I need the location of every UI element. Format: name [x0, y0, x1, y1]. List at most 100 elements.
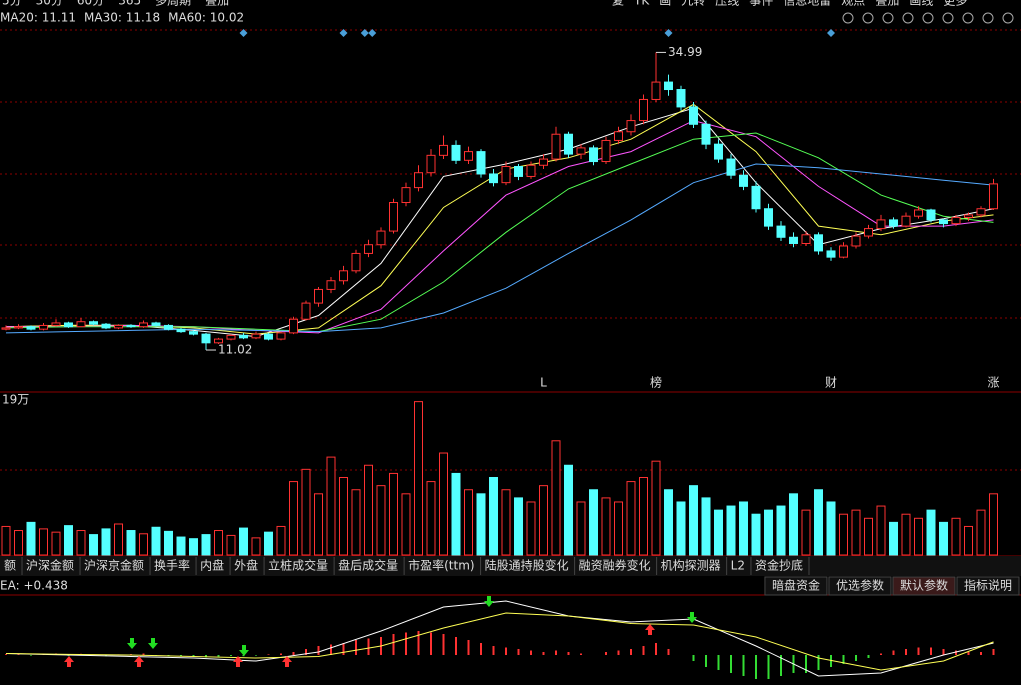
toolbar-item[interactable]: 60分 — [77, 0, 104, 8]
toolbar-item[interactable]: TK — [633, 0, 650, 8]
volume-bar — [276, 525, 286, 556]
volume-bar — [801, 509, 811, 556]
tab[interactable]: 立桩成交量 — [268, 558, 328, 573]
tool-icon[interactable] — [922, 12, 934, 24]
button-frame[interactable] — [956, 576, 1020, 596]
tool-icon[interactable] — [1002, 12, 1014, 24]
volume-bar — [864, 517, 873, 556]
tab[interactable]: 沪深京金额 — [84, 558, 144, 573]
tool-icon[interactable] — [902, 12, 914, 24]
candle-body — [889, 219, 898, 227]
tool-icon[interactable] — [962, 12, 974, 24]
indicator-button[interactable]: 优选参数 — [836, 578, 884, 593]
tab[interactable]: 额 — [4, 559, 16, 573]
toolbar-item[interactable]: 画线 — [909, 0, 933, 8]
tab[interactable]: 融资融券变化 — [579, 558, 651, 573]
candle-body — [964, 214, 973, 218]
tool-icon[interactable] — [942, 12, 954, 24]
plot: MA20: 11.11 MA30: 11.18 MA60: 10.02 L 榜 财 涨 34.… — [0, 11, 1000, 679]
volume-bar — [351, 489, 361, 556]
indicator-button[interactable]: 指标说明 — [964, 578, 1012, 593]
volume-bar — [89, 534, 98, 556]
volume-bar — [76, 530, 86, 556]
candle-body — [476, 151, 486, 175]
candle-body — [989, 183, 998, 210]
candle-body — [526, 164, 536, 177]
candle-body — [451, 144, 461, 161]
candle-body — [51, 322, 61, 326]
macd-line — [5, 612, 994, 671]
tool-icon[interactable] — [842, 12, 854, 24]
tab[interactable]: L2 — [731, 559, 745, 573]
volume-bar — [501, 489, 511, 556]
tab[interactable]: 盘后成交量 — [338, 558, 398, 573]
volume-bar — [851, 509, 861, 556]
toolbar-item[interactable]: 信息地雷 — [783, 0, 831, 8]
tab[interactable]: 换手率 — [154, 558, 190, 573]
high-label: 34.99 — [668, 45, 702, 59]
legend-entry: MA60: 10.02 — [168, 11, 244, 25]
toolbar-item[interactable]: 九转 — [681, 0, 705, 8]
volume-bar — [714, 509, 723, 556]
candle-body — [789, 236, 798, 244]
tool-icon[interactable] — [882, 12, 894, 24]
volume-bar — [414, 401, 423, 556]
toolbar-item[interactable]: 事件 — [749, 0, 773, 8]
candle-body — [339, 270, 348, 282]
button-frame[interactable] — [764, 576, 828, 596]
candle-body — [264, 333, 273, 340]
volume-bar — [451, 472, 461, 556]
tool-icon[interactable] — [862, 12, 874, 24]
toolbar-item[interactable]: 压线 — [715, 0, 739, 8]
tabs: 额沪深金额 沪深京金额 换手率 内盘 外盘 立桩成交量 盘后成交量 市盈率(ttm) 陆股通持股… — [4, 557, 810, 575]
candle-body — [389, 202, 398, 232]
toolbar-item[interactable]: 多周期 — [155, 0, 191, 8]
candle-body — [576, 147, 586, 155]
volume-bar — [226, 534, 236, 556]
toolbar-item[interactable]: 画 — [659, 0, 671, 8]
event-marker — [368, 29, 377, 37]
tab[interactable]: 陆股通持股变化 — [485, 558, 569, 573]
button-frame[interactable] — [828, 576, 892, 596]
volume-bar — [751, 513, 761, 556]
sell-arrow — [487, 596, 491, 601]
toolbar-item[interactable]: 叠加 — [875, 0, 899, 8]
low-label: 11.02 — [218, 343, 252, 357]
toolbar-item[interactable]: 365 — [118, 0, 141, 8]
buy-arrow — [285, 662, 289, 667]
event-flag: 涨 — [987, 375, 999, 390]
candle-body — [239, 334, 248, 339]
candle-body — [39, 324, 48, 330]
candle-body — [626, 120, 636, 133]
sell-arrow — [242, 645, 246, 650]
toolbar-item[interactable]: 叠加 — [205, 0, 229, 8]
event-marker — [360, 29, 369, 37]
toolbar-item[interactable]: 复 — [612, 0, 624, 8]
volume-bar — [876, 505, 886, 556]
candle-body — [901, 215, 911, 227]
volume-bar — [726, 505, 736, 556]
toolbar-item[interactable]: 30分 — [36, 0, 63, 8]
volume-bar — [914, 517, 923, 556]
buy-arrow — [645, 624, 655, 630]
tab[interactable]: 沪深金额 — [26, 558, 74, 573]
tab[interactable]: 机构探测器 — [661, 558, 721, 573]
volume-bar — [239, 527, 248, 556]
tool-icon[interactable] — [982, 12, 994, 24]
toolbar-item[interactable]: 更多 — [943, 0, 967, 8]
tab[interactable]: 外盘 — [234, 558, 258, 573]
button-frame[interactable] — [892, 576, 956, 596]
toolbar-item[interactable]: 5分 — [2, 0, 22, 8]
candle-body — [76, 321, 86, 328]
candle-body — [251, 333, 261, 339]
indicator-button[interactable]: 默认参数 — [900, 578, 948, 593]
volume-bar — [464, 489, 473, 556]
tab[interactable]: 市盈率(ttm) — [408, 558, 474, 573]
tab[interactable]: 资金抄底 — [755, 558, 803, 573]
toolbar-item[interactable]: 观点 — [841, 0, 865, 8]
volume-bar — [201, 534, 211, 556]
candle-body — [314, 288, 323, 304]
tab[interactable]: 内盘 — [200, 558, 224, 573]
indicator-button[interactable]: 暗盘资金 — [772, 578, 820, 593]
volume-bar — [814, 489, 823, 556]
